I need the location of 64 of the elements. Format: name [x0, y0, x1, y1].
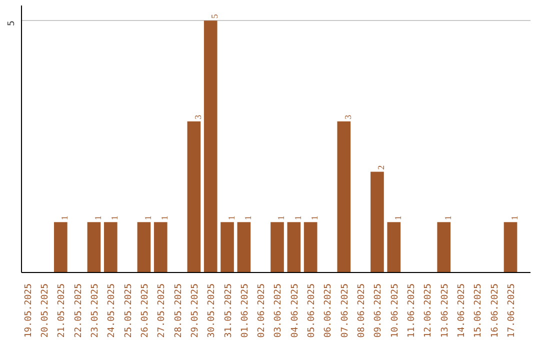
x-tick-label: 20.05.2025	[40, 283, 50, 338]
x-tick-label: 30.05.2025	[207, 283, 218, 338]
bar	[304, 222, 318, 272]
data-label: 3	[342, 114, 353, 120]
x-tick-label: 01.06.2025	[240, 283, 250, 338]
x-tick-label: 21.05.2025	[57, 283, 68, 338]
x-tick-label: 15.06.2025	[474, 283, 484, 338]
x-tick-label: 17.06.2025	[507, 283, 518, 338]
data-label: 1	[110, 216, 120, 220]
x-tick-label: 13.06.2025	[440, 283, 450, 338]
data-label: 1	[276, 216, 286, 220]
bar	[387, 222, 401, 272]
x-tick-label: 04.06.2025	[290, 283, 300, 338]
bar	[370, 172, 384, 272]
x-tick-label: 27.05.2025	[157, 283, 168, 338]
x-tick-label: 02.06.2025	[257, 283, 268, 338]
x-tick-label: 19.05.2025	[24, 283, 34, 338]
x-tick-label: 24.05.2025	[107, 283, 118, 338]
bar	[204, 20, 218, 272]
bar	[270, 222, 284, 272]
x-tick-label: 07.06.2025	[340, 283, 350, 338]
bar	[104, 222, 118, 272]
data-label: 1	[442, 216, 453, 220]
x-tick-label: 09.06.2025	[374, 283, 384, 338]
x-tick-label: 14.06.2025	[457, 283, 468, 338]
bar	[504, 222, 518, 272]
data-label: 5	[210, 14, 220, 19]
data-label: 1	[160, 216, 170, 220]
bar	[54, 222, 68, 272]
x-tick-label: 06.06.2025	[324, 283, 334, 338]
bar	[87, 222, 101, 272]
x-tick-label: 11.06.2025	[407, 283, 418, 338]
x-tick-label: 08.06.2025	[357, 283, 368, 338]
bar	[237, 222, 251, 272]
bar	[187, 121, 201, 272]
data-label: 1	[392, 216, 403, 220]
bar	[137, 222, 151, 272]
data-label: 3	[192, 114, 203, 120]
x-tick-label: 28.05.2025	[174, 283, 184, 338]
data-label: 2	[376, 165, 386, 170]
x-tick-label: 12.06.2025	[424, 283, 434, 338]
data-label: 1	[510, 216, 520, 220]
data-label: 1	[310, 216, 320, 220]
x-tick-label: 25.05.2025	[124, 283, 134, 338]
data-label: 1	[226, 216, 236, 220]
x-tick-label: 26.05.2025	[140, 283, 150, 338]
bar	[437, 222, 451, 272]
x-tick-label: 22.05.2025	[74, 283, 84, 338]
data-label: 1	[142, 216, 153, 220]
x-tick-label: 03.06.2025	[274, 283, 284, 338]
data-label: 1	[242, 216, 253, 220]
x-tick-label: 10.06.2025	[390, 283, 400, 338]
bar	[287, 222, 301, 272]
x-tick-label: 31.05.2025	[224, 283, 234, 338]
data-label: 1	[92, 216, 103, 220]
x-tick-label: 23.05.2025	[90, 283, 100, 338]
x-tick-label: 05.06.2025	[307, 283, 318, 338]
data-label: 1	[60, 216, 70, 220]
bar	[154, 222, 168, 272]
bar	[220, 222, 234, 272]
data-label: 1	[292, 216, 303, 220]
x-tick-label: 16.06.2025	[490, 283, 500, 338]
x-tick-label: 29.05.2025	[190, 283, 200, 338]
bar	[337, 121, 351, 272]
